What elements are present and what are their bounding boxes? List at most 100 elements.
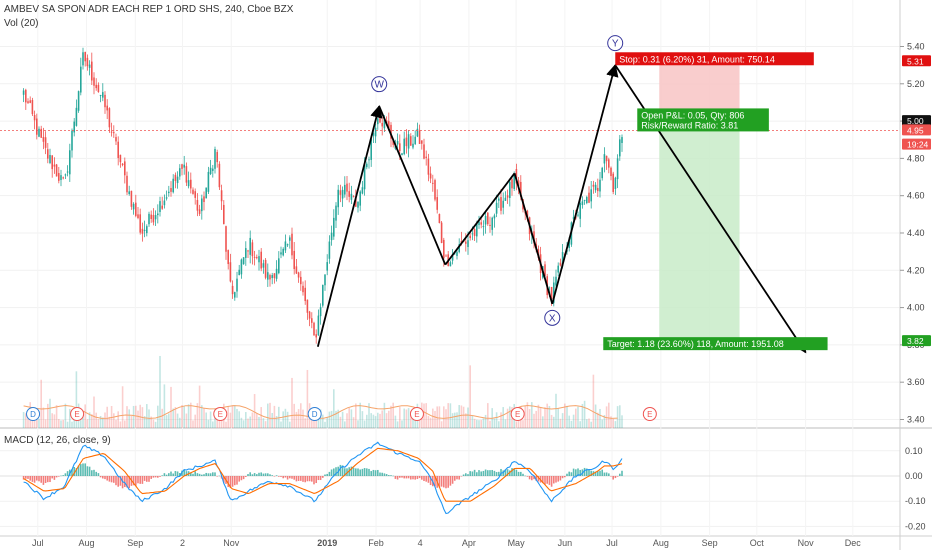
candle-body[interactable] <box>315 334 318 338</box>
candle-body[interactable] <box>231 285 234 295</box>
candle-body[interactable] <box>557 265 560 273</box>
candle-body[interactable] <box>388 121 390 129</box>
candle-body[interactable] <box>223 204 225 225</box>
candle-body[interactable] <box>260 251 263 269</box>
candle-body[interactable] <box>429 173 432 179</box>
candle-body[interactable] <box>374 127 377 137</box>
candle-body[interactable] <box>185 166 188 183</box>
candle-body[interactable] <box>616 158 619 180</box>
candle-body[interactable] <box>295 266 298 274</box>
macd-line[interactable] <box>23 441 623 515</box>
candle-body[interactable] <box>297 272 300 278</box>
candle-body[interactable] <box>594 184 597 191</box>
candle-body[interactable] <box>361 187 364 194</box>
price-axis[interactable]: 5.405.205.004.804.604.404.204.003.803.60… <box>899 0 926 550</box>
candle-body[interactable] <box>152 214 155 223</box>
candle-body[interactable] <box>489 224 491 226</box>
candle-body[interactable] <box>71 130 73 151</box>
macd-pane[interactable] <box>0 441 900 515</box>
candle-body[interactable] <box>128 191 131 195</box>
candle-body[interactable] <box>487 212 489 225</box>
candle-body[interactable] <box>473 229 476 236</box>
candle-body[interactable] <box>396 141 399 145</box>
candle-body[interactable] <box>284 241 287 251</box>
candle-body[interactable] <box>159 201 161 212</box>
candle-body[interactable] <box>69 150 71 175</box>
candle-body[interactable] <box>410 136 412 146</box>
candle-body[interactable] <box>273 273 276 279</box>
candle-body[interactable] <box>86 57 89 67</box>
candle-body[interactable] <box>306 299 309 313</box>
earnings-marker[interactable]: E <box>74 410 79 419</box>
candle-body[interactable] <box>383 119 386 129</box>
candle-body[interactable] <box>242 257 245 265</box>
candle-body[interactable] <box>289 237 291 241</box>
candle-body[interactable] <box>165 197 168 199</box>
candle-body[interactable] <box>31 100 34 115</box>
candle-body[interactable] <box>372 132 375 136</box>
earnings-marker[interactable]: E <box>218 410 223 419</box>
candle-body[interactable] <box>172 178 175 193</box>
candle-body[interactable] <box>313 322 315 336</box>
candle-body[interactable] <box>412 143 414 148</box>
candle-body[interactable] <box>53 164 56 167</box>
candle-body[interactable] <box>504 197 507 201</box>
earnings-marker[interactable]: E <box>647 410 652 419</box>
candle-body[interactable] <box>520 181 522 197</box>
candle-body[interactable] <box>264 259 267 278</box>
candle-body[interactable] <box>418 130 421 144</box>
candle-body[interactable] <box>97 84 100 93</box>
candle-body[interactable] <box>247 250 249 252</box>
candle-body[interactable] <box>390 124 392 139</box>
candle-body[interactable] <box>88 64 91 68</box>
candle-body[interactable] <box>29 100 32 103</box>
candle-body[interactable] <box>469 235 472 239</box>
candle-body[interactable] <box>179 168 181 177</box>
pattern-leg[interactable] <box>513 173 554 305</box>
candle-body[interactable] <box>143 229 146 231</box>
candle-body[interactable] <box>414 136 417 145</box>
target-label[interactable]: Target: 1.18 (23.60%) 118, Amount: 1951.… <box>607 339 783 349</box>
candle-body[interactable] <box>139 214 142 233</box>
candle-body[interactable] <box>456 251 458 256</box>
candle-body[interactable] <box>95 84 98 89</box>
candle-body[interactable] <box>579 202 582 219</box>
candle-body[interactable] <box>366 163 368 168</box>
candle-body[interactable] <box>346 183 348 192</box>
event-marker-circle[interactable] <box>213 407 228 421</box>
candle-body[interactable] <box>355 197 357 207</box>
candle-body[interactable] <box>258 256 260 263</box>
candle-body[interactable] <box>214 149 216 169</box>
candle-body[interactable] <box>458 244 461 253</box>
candle-body[interactable] <box>77 91 80 111</box>
position-labels[interactable]: Stop: 0.31 (6.20%) 31, Amount: 750.14 Tar… <box>603 52 828 351</box>
candle-body[interactable] <box>33 115 36 121</box>
candle-body[interactable] <box>282 248 285 256</box>
candle-body[interactable] <box>436 197 439 210</box>
candle-body[interactable] <box>438 214 441 224</box>
candle-body[interactable] <box>150 214 153 219</box>
event-marker-circle[interactable] <box>307 407 322 421</box>
candle-body[interactable] <box>168 191 170 194</box>
candle-body[interactable] <box>22 90 25 95</box>
candle-body[interactable] <box>478 221 480 226</box>
candle-body[interactable] <box>25 89 27 103</box>
candle-body[interactable] <box>513 173 516 189</box>
candle-body[interactable] <box>280 252 282 255</box>
candle-body[interactable] <box>467 240 469 247</box>
candle-body[interactable] <box>359 191 362 206</box>
candle-body[interactable] <box>174 174 177 181</box>
stop-label[interactable]: Stop: 0.31 (6.20%) 31, Amount: 750.14 <box>619 54 775 64</box>
candle-body[interactable] <box>337 189 340 208</box>
candlesticks[interactable] <box>22 47 623 344</box>
candle-body[interactable] <box>126 175 128 193</box>
candle-body[interactable] <box>278 258 280 274</box>
candle-body[interactable] <box>308 311 311 319</box>
candle-body[interactable] <box>170 188 172 192</box>
candle-body[interactable] <box>183 164 186 168</box>
candle-body[interactable] <box>157 213 159 216</box>
signal-line[interactable] <box>23 447 623 502</box>
candle-body[interactable] <box>339 190 342 195</box>
event-marker-circle[interactable] <box>409 407 424 421</box>
